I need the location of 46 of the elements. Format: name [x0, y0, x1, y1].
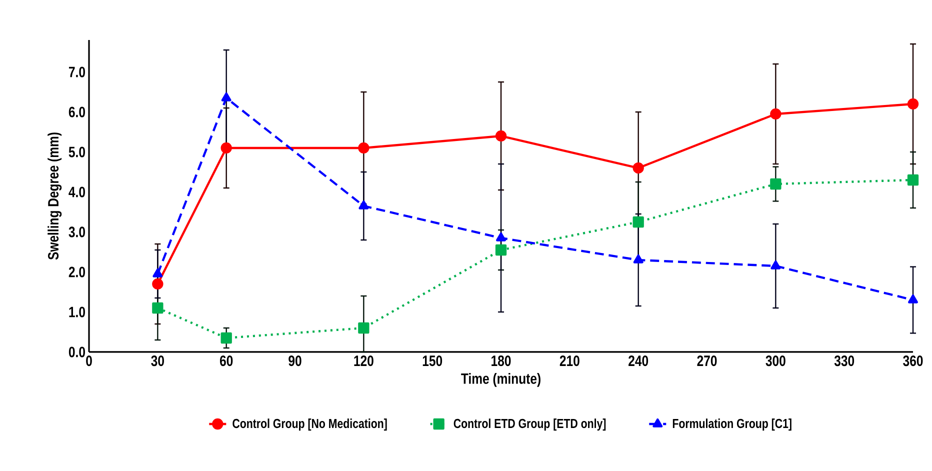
x-tick-label: 30 — [151, 356, 164, 366]
x-tick-label: 60 — [220, 356, 233, 366]
x-tick-label: 210 — [560, 356, 580, 366]
point — [152, 268, 163, 278]
y-axis-title: Swelling Degree (mm) — [48, 132, 62, 260]
point — [496, 232, 506, 242]
x-tick-label: 270 — [697, 356, 717, 366]
x-tick-label: 240 — [628, 356, 648, 366]
point — [632, 216, 644, 228]
legend-label: Control Group [No Medication] — [232, 418, 387, 431]
point — [907, 98, 919, 110]
x-axis-title: Time (minute) — [461, 372, 540, 387]
y-tick-label: 4.0 — [68, 186, 85, 198]
y-tick-label: 6.0 — [68, 106, 85, 118]
point — [220, 142, 232, 154]
point — [908, 294, 918, 304]
y-tick-label: 3.0 — [68, 226, 85, 238]
y-tick-label: 7.0 — [68, 66, 85, 78]
point — [770, 108, 782, 120]
point — [495, 130, 507, 142]
x-tick-label: 330 — [834, 356, 854, 366]
point — [221, 92, 232, 102]
point — [220, 332, 232, 344]
y-tick-label: 5.0 — [68, 146, 85, 158]
point — [770, 178, 782, 190]
point — [152, 302, 164, 314]
x-tick-label: 360 — [903, 356, 923, 366]
x-tick-label: 0 — [86, 356, 92, 366]
x-tick-label: 300 — [766, 356, 786, 366]
point — [152, 278, 164, 290]
point — [358, 322, 370, 334]
point — [358, 142, 370, 154]
y-tick-label: 1.0 — [69, 306, 85, 318]
y-tick-label: 0.0 — [68, 346, 85, 358]
point — [632, 162, 644, 174]
x-tick-label: 150 — [422, 356, 442, 366]
x-tick-label: 180 — [492, 356, 511, 366]
point — [770, 260, 781, 270]
legend-label: Control ETD Group [ETD only] — [454, 418, 606, 431]
legend-label: Formulation Group [C1] — [672, 418, 792, 431]
x-tick-label: 120 — [354, 356, 374, 366]
y-tick-label: 2.0 — [68, 266, 85, 278]
point — [907, 174, 919, 186]
x-tick-label: 90 — [288, 356, 302, 366]
point — [495, 244, 507, 256]
point — [633, 254, 644, 264]
